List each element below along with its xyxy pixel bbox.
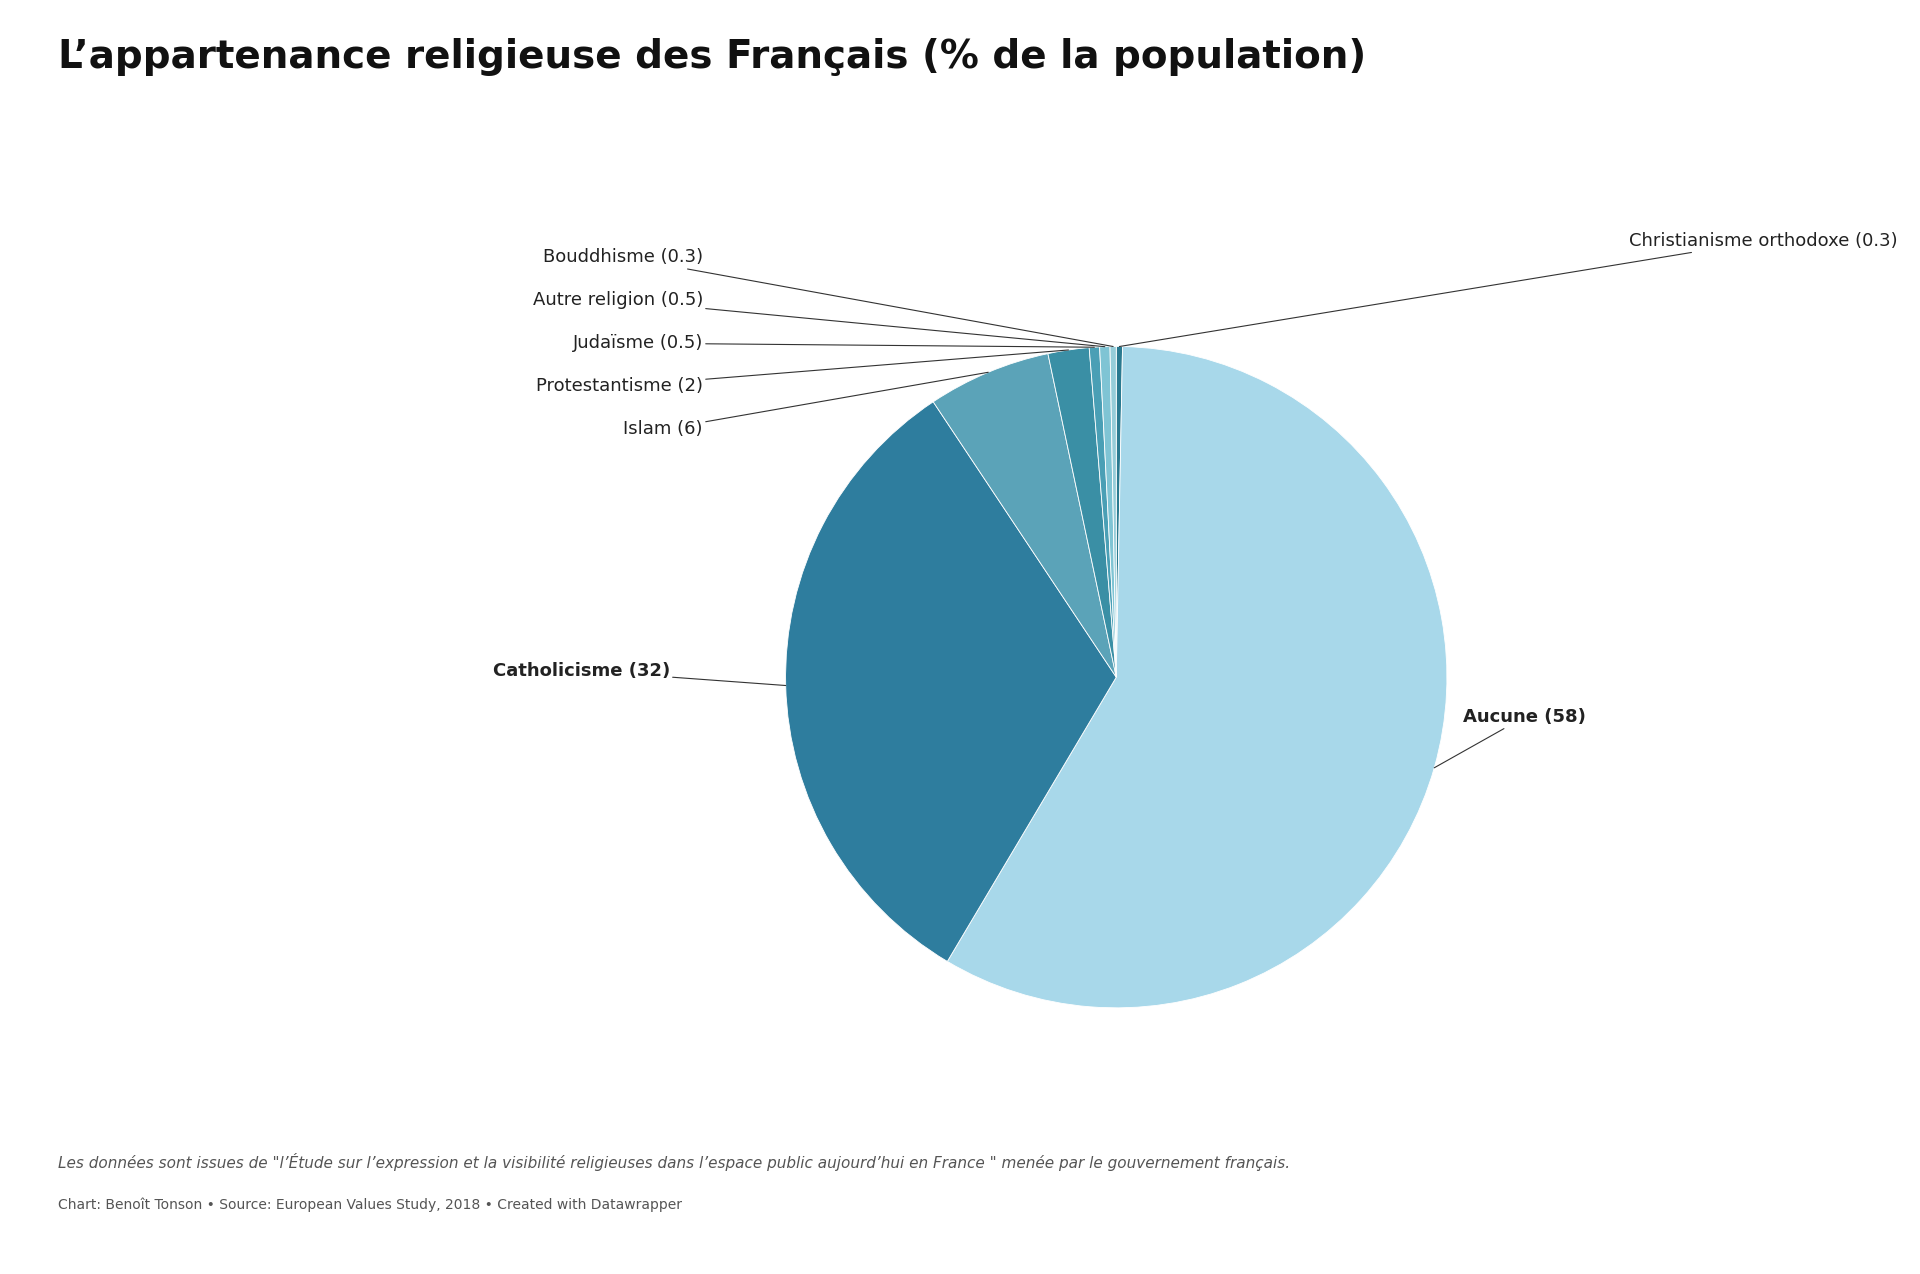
- Text: Bouddhisme (0.3): Bouddhisme (0.3): [543, 248, 1114, 347]
- Wedge shape: [1110, 347, 1116, 678]
- Wedge shape: [1089, 347, 1116, 678]
- Text: Islam (6): Islam (6): [624, 372, 989, 438]
- Text: Chart: Benoît Tonson • Source: European Values Study, 2018 • Created with Datawr: Chart: Benoît Tonson • Source: European …: [58, 1198, 682, 1212]
- Wedge shape: [1100, 347, 1116, 678]
- Wedge shape: [947, 347, 1448, 1008]
- Text: Les données sont issues de "l’Étude sur l’expression et la visibilité religieuse: Les données sont issues de "l’Étude sur …: [58, 1153, 1290, 1171]
- Text: Aucune (58): Aucune (58): [1434, 708, 1586, 768]
- Text: Christianisme orthodoxe (0.3): Christianisme orthodoxe (0.3): [1119, 232, 1897, 347]
- Text: L’appartenance religieuse des Français (% de la population): L’appartenance religieuse des Français (…: [58, 38, 1365, 76]
- Wedge shape: [1048, 348, 1116, 678]
- Text: Protestantisme (2): Protestantisme (2): [536, 350, 1068, 395]
- Wedge shape: [1116, 347, 1123, 678]
- Text: Judaïsme (0.5): Judaïsme (0.5): [572, 334, 1094, 352]
- Text: Catholicisme (32): Catholicisme (32): [493, 661, 785, 685]
- Wedge shape: [785, 401, 1116, 962]
- Wedge shape: [933, 354, 1116, 678]
- Text: Autre religion (0.5): Autre religion (0.5): [532, 292, 1104, 347]
